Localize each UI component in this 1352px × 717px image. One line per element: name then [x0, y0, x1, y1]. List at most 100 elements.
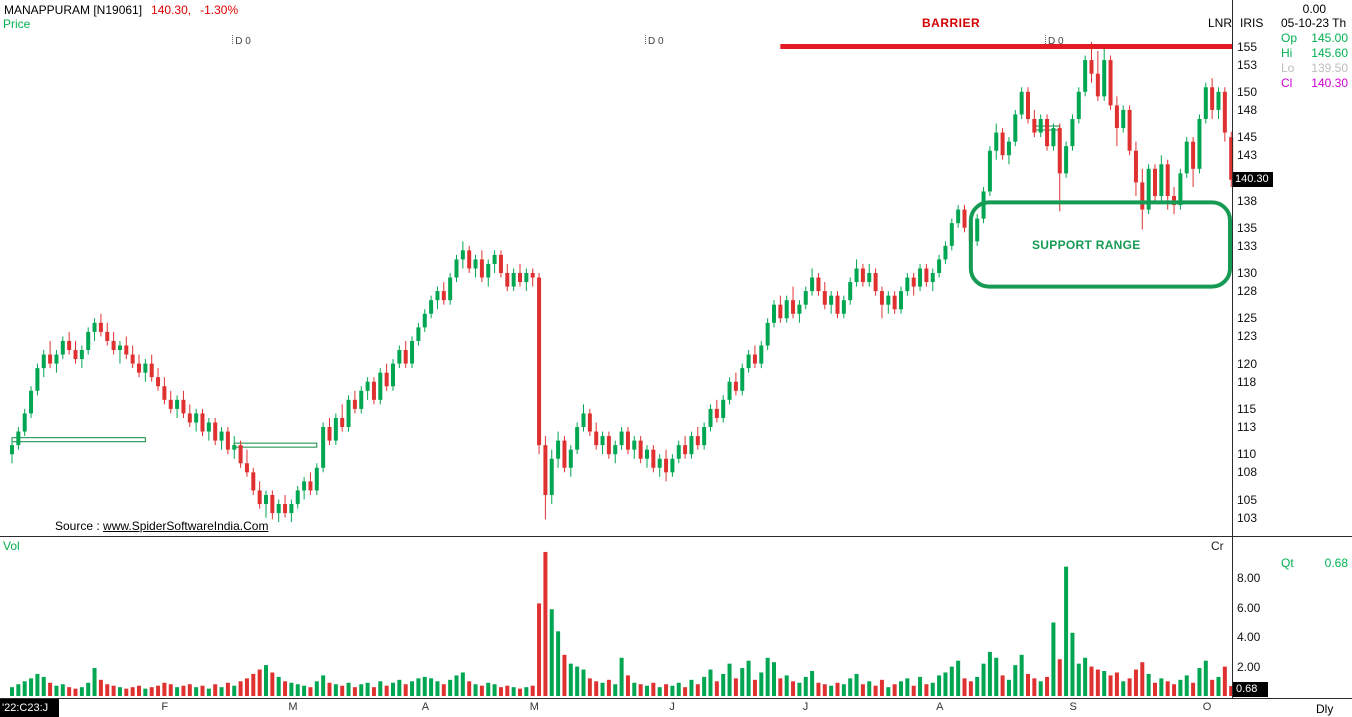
volume-bar — [784, 675, 789, 696]
volume-bar — [702, 676, 707, 696]
candle-body — [54, 354, 59, 364]
candle-body — [1140, 182, 1145, 210]
volume-bar — [638, 684, 643, 696]
volume-bar — [1032, 678, 1037, 696]
volume-bar — [918, 676, 923, 696]
change-pct-label: -1.30% — [200, 3, 239, 17]
candle-body — [143, 363, 148, 373]
volume-bar — [632, 682, 637, 696]
candle-body — [441, 291, 446, 301]
qt-value: 0.68 — [1324, 556, 1348, 570]
ohlc-row: Hi 145.60 — [1281, 46, 1348, 61]
candle-body — [530, 273, 535, 278]
trendline[interactable] — [11, 437, 146, 443]
barrier-line[interactable] — [780, 44, 1232, 49]
candle-body — [1019, 91, 1024, 115]
candle-body — [448, 277, 453, 301]
volume-bar — [1089, 666, 1094, 696]
volume-bar — [594, 681, 599, 696]
volume-bar — [962, 678, 967, 696]
volume-bar — [359, 684, 364, 696]
candle-body — [346, 399, 351, 428]
volume-bar — [727, 663, 732, 696]
volume-bar — [467, 681, 472, 696]
candle-body — [391, 363, 395, 387]
month-tick-label: O — [1202, 701, 1212, 713]
volume-bar — [1076, 663, 1081, 696]
candle-body — [1000, 132, 1005, 156]
candle-body — [1076, 91, 1081, 119]
scale-mode-toggle[interactable]: LNR — [1208, 16, 1233, 30]
pane-splitter[interactable] — [0, 536, 1352, 537]
volume-bar — [568, 663, 573, 696]
volume-bar — [708, 669, 713, 696]
volume-bar — [327, 682, 332, 696]
candle-body — [67, 340, 72, 351]
volume-bar — [187, 684, 192, 696]
candle-body — [1159, 164, 1164, 196]
candle-body — [962, 209, 967, 228]
candle-body — [257, 490, 262, 505]
axis-divider — [1232, 0, 1233, 698]
candle-body — [251, 472, 256, 491]
price-volume-chart[interactable] — [0, 0, 1234, 698]
candle-body — [156, 377, 161, 387]
volume-bar — [1229, 686, 1234, 696]
candle-body — [416, 327, 421, 341]
top-right-value: 0.00 — [1302, 2, 1326, 16]
price-tick-label: 120 — [1237, 356, 1258, 371]
symbol-label: MANAPPURAM [N19061] — [4, 3, 143, 17]
trendline[interactable] — [233, 442, 318, 448]
candle-body — [518, 273, 522, 283]
candle-body — [1038, 118, 1043, 133]
candle-body — [397, 350, 402, 364]
volume-bar — [1038, 681, 1043, 696]
volume-bar — [92, 668, 97, 696]
candle-body — [759, 345, 764, 364]
candle-body — [524, 273, 529, 283]
candle-body — [1178, 173, 1183, 206]
support-range-box[interactable] — [968, 200, 1232, 289]
volume-bar — [479, 685, 484, 696]
volume-bar — [752, 679, 757, 696]
time-axis[interactable]: '22:C23:J F M A M J J A S O — [0, 699, 1352, 717]
volume-bar — [511, 687, 516, 696]
candle-body — [213, 422, 218, 441]
volume-bar — [321, 675, 326, 696]
price-tick-label: 108 — [1237, 465, 1258, 480]
volume-bar — [600, 682, 605, 696]
volume-bar — [86, 682, 91, 696]
candle-body — [879, 291, 884, 305]
candle-body — [340, 417, 345, 428]
candle-body — [194, 413, 199, 423]
volume-bar — [867, 681, 872, 696]
source-link[interactable]: www.SpiderSoftwareIndia.Com — [103, 519, 269, 533]
candle-body — [35, 368, 40, 391]
volume-bar — [879, 679, 884, 696]
volume-bar — [410, 681, 415, 696]
volume-bar — [1159, 678, 1164, 696]
volume-bar — [111, 685, 116, 696]
candle-body — [498, 254, 503, 273]
event-marker-tick — [1045, 35, 1047, 44]
volume-bar — [810, 671, 815, 696]
candle-body — [187, 413, 192, 423]
candle-body — [200, 413, 205, 432]
candle-body — [41, 354, 46, 369]
ohlc-row: Cl 140.30 — [1281, 76, 1348, 91]
volume-bar — [175, 687, 180, 696]
candle-body — [943, 245, 948, 260]
volume-bar — [657, 687, 662, 696]
candle-body — [429, 300, 434, 314]
volume-bar — [1070, 632, 1075, 696]
candle-body — [892, 295, 897, 310]
price-tick-label: 150 — [1237, 84, 1258, 99]
volume-bar — [168, 684, 173, 696]
candle-body — [1153, 168, 1157, 196]
periodicity-label[interactable]: Dly — [1316, 702, 1334, 716]
volume-bar — [981, 663, 986, 696]
candle-body — [708, 408, 713, 428]
volume-bar — [1127, 678, 1132, 696]
candle-body — [460, 250, 465, 260]
candle-body — [435, 291, 440, 301]
